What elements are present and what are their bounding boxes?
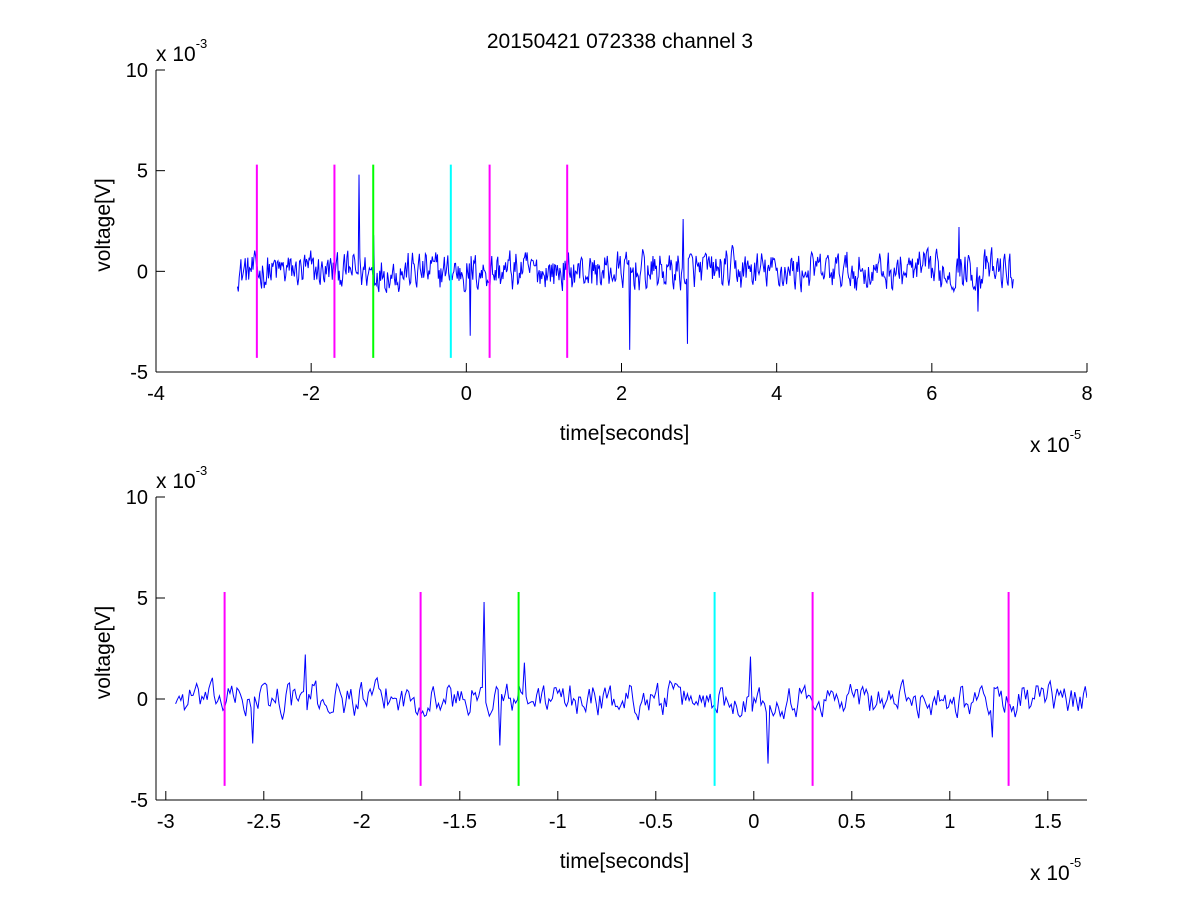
y-axis-multiplier: x 10-3 [156, 463, 207, 493]
x-tick-label: 0 [748, 811, 759, 833]
x-tick-label: 8 [1081, 383, 1092, 405]
y-tick-label: -5 [130, 790, 148, 812]
x-axis-multiplier: x 10-5 [1030, 855, 1081, 885]
x-tick-label: -2 [353, 811, 371, 833]
x-axis-label: time[seconds] [560, 850, 690, 873]
x-tick-label: 0 [461, 383, 472, 405]
x-tick-label: 4 [771, 383, 782, 405]
y-axis-label: voltage[V] [92, 606, 115, 699]
voltage-trace [236, 174, 1014, 350]
x-tick-label: -0.5 [639, 811, 673, 833]
y-tick-label: 0 [137, 261, 148, 283]
x-axis-label: time[seconds] [560, 422, 690, 445]
x-tick-label: -2 [302, 383, 320, 405]
plot-top: -4 -2 0 2 4 6 8 -5 0 5 10 time[seconds] voltage[V] x … [92, 36, 1093, 457]
x-tick-label: 1.5 [1034, 811, 1062, 833]
x-tick-label: -2.5 [247, 811, 281, 833]
x-axis-multiplier: x 10-5 [1030, 427, 1081, 457]
y-tick-label: 5 [137, 588, 148, 610]
y-tick-label: 10 [126, 60, 148, 82]
y-tick-label: 0 [137, 689, 148, 711]
y-tick-label: 10 [126, 487, 148, 509]
x-tick-label: 0.5 [838, 811, 866, 833]
voltage-trace [175, 602, 1087, 764]
y-tick-label: 5 [137, 161, 148, 183]
y-tick-label: -5 [130, 362, 148, 384]
y-axis-multiplier: x 10-3 [156, 36, 207, 66]
x-tick-label: -1 [549, 811, 567, 833]
x-tick-label: 2 [616, 383, 627, 405]
y-axis-label: voltage[V] [92, 178, 115, 271]
x-tick-label: 1 [944, 811, 955, 833]
x-tick-label: -3 [157, 811, 175, 833]
figure-title: 20150421 072338 channel 3 [487, 30, 753, 53]
x-tick-label: -1.5 [443, 811, 477, 833]
x-tick-label: 6 [926, 383, 937, 405]
plot-bottom: -3 -2.5 -2 -1.5 -1 -0.5 0 0.5 1 1.5 -5 0 5 10 time[sec… [92, 463, 1087, 885]
x-tick-label: -4 [147, 383, 165, 405]
